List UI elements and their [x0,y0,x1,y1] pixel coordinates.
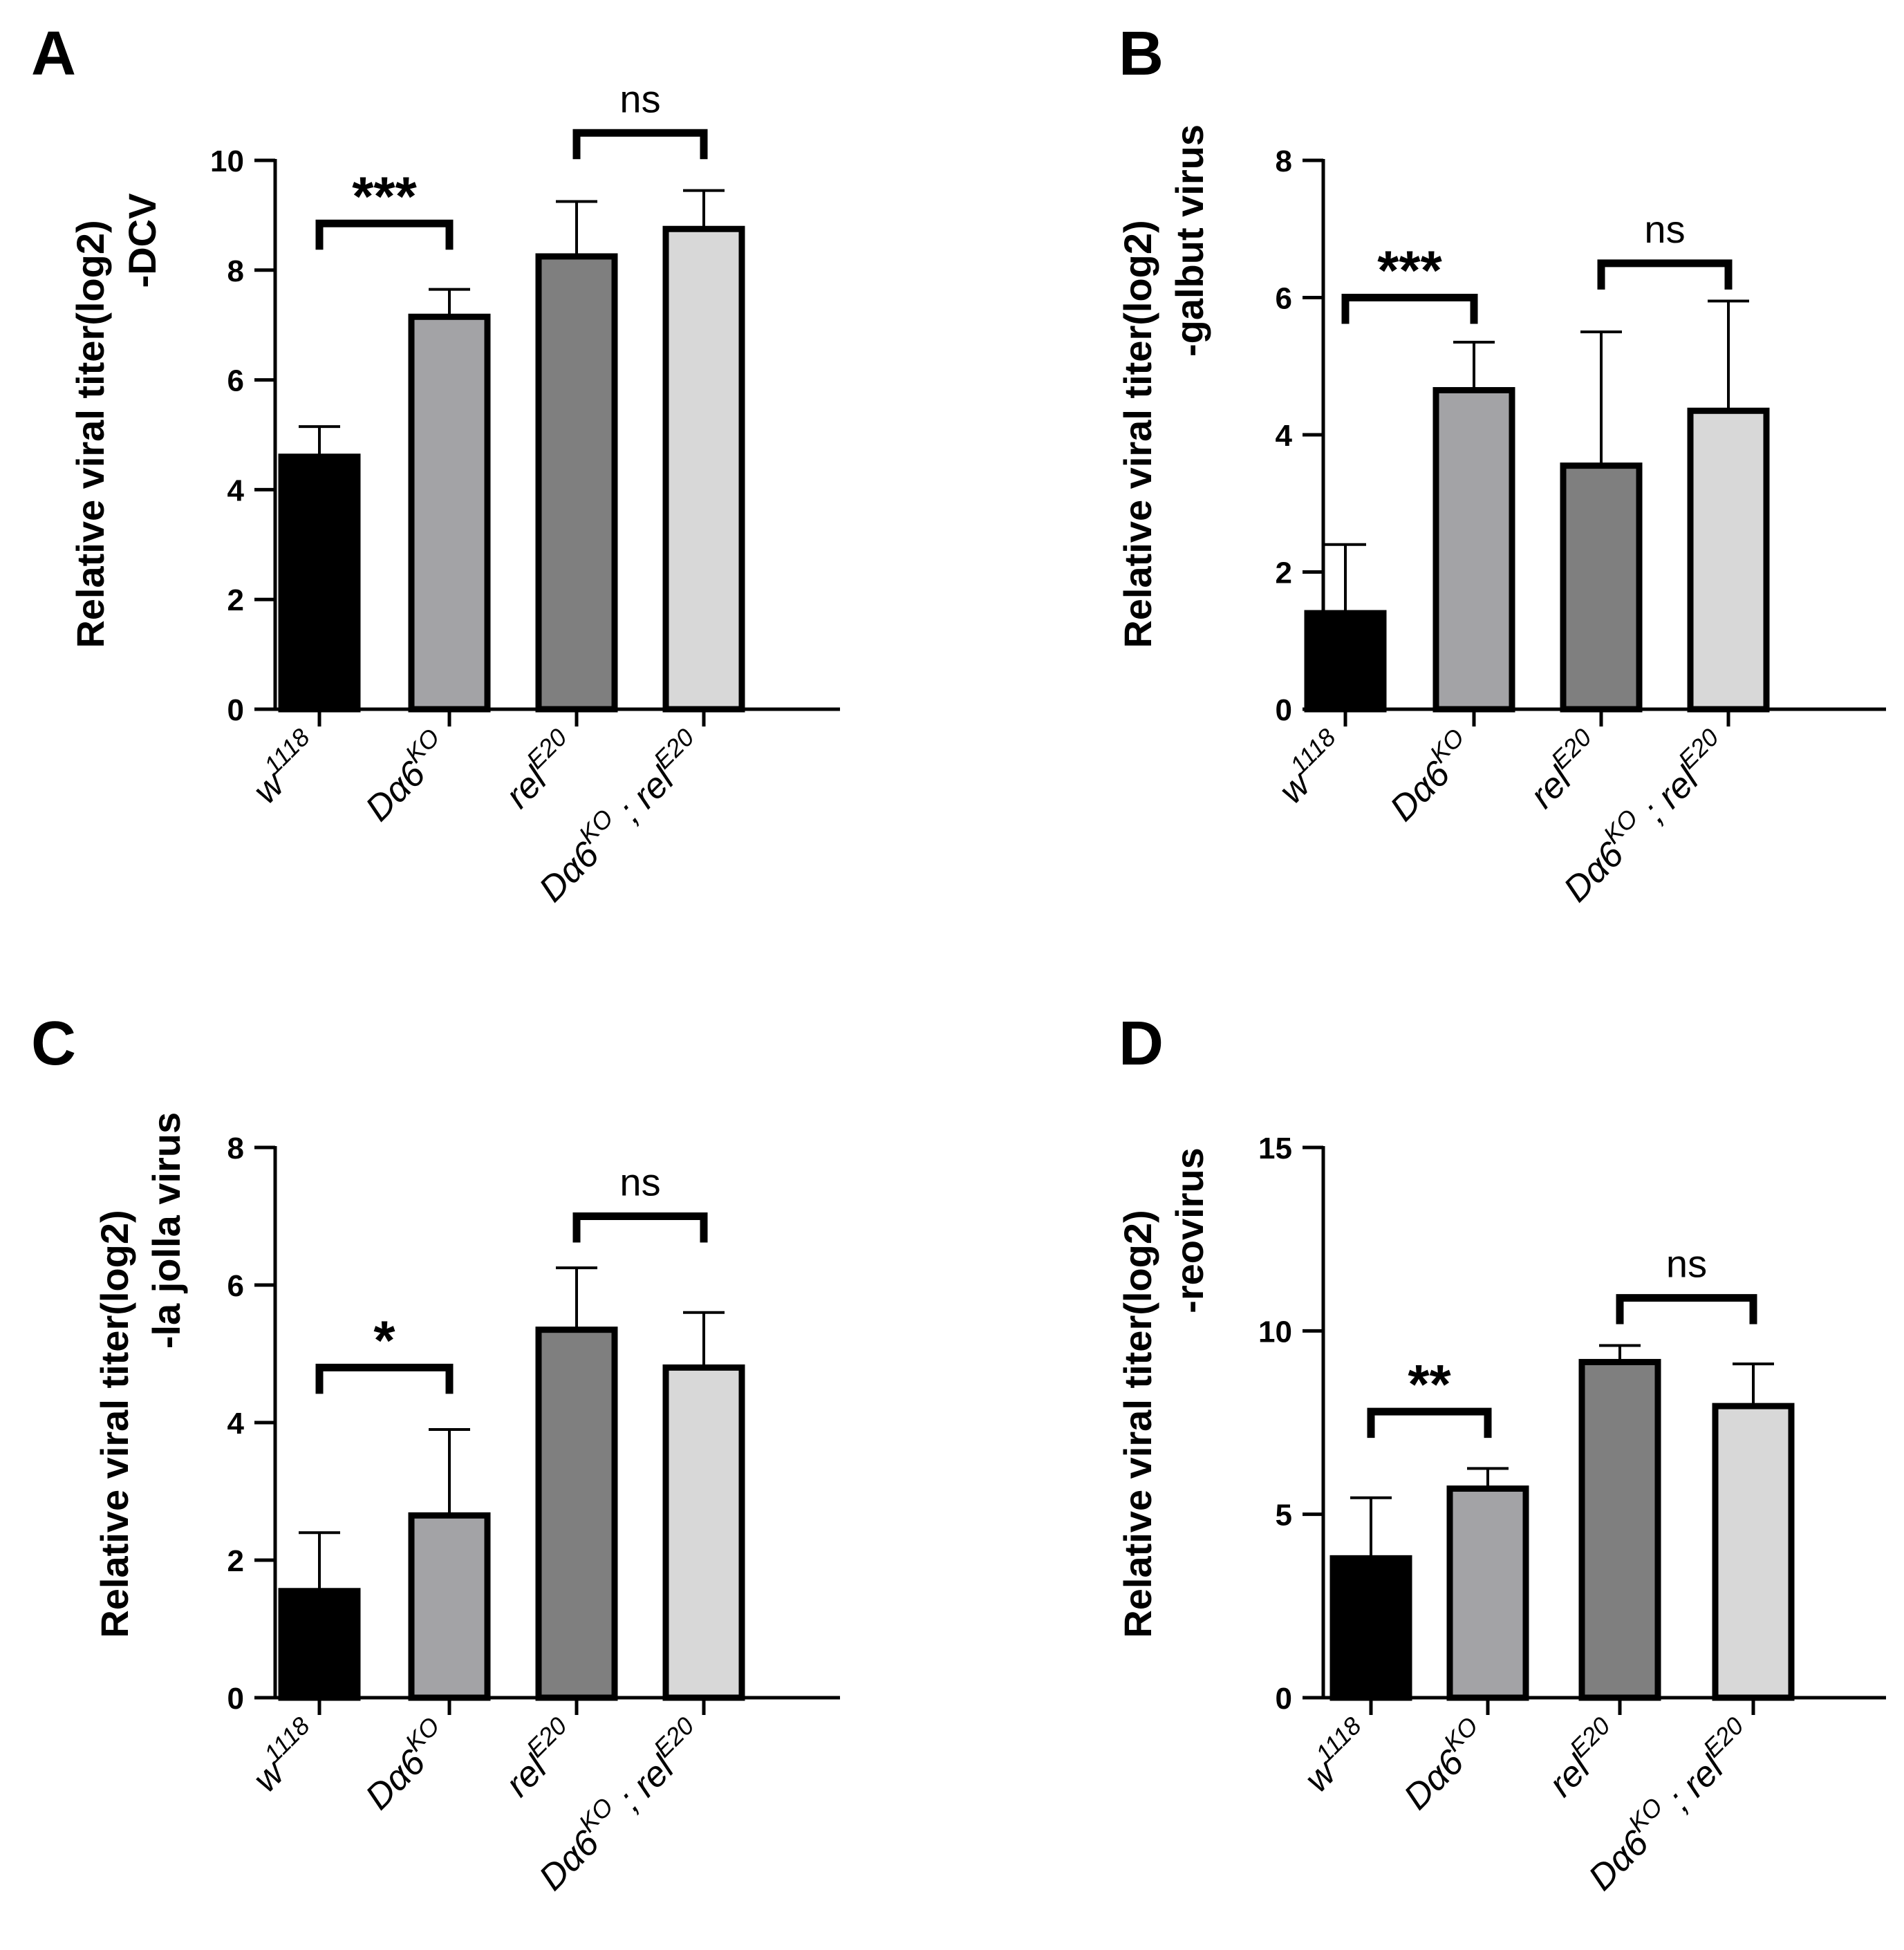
significance-bracket [572,1212,708,1243]
bar [278,1588,361,1701]
x-tick-label: Dα6KO [353,1712,459,1818]
x-tick-label: relE20 [493,723,586,816]
bar [1578,1358,1661,1701]
y-tick-label: 8 [227,1132,244,1165]
x-tick-label: w1118 [240,723,328,812]
bar [1446,1485,1529,1701]
y-tick-label: 4 [227,1407,245,1441]
bar [1432,386,1515,713]
bar [1304,610,1387,713]
panel-d: D Relative viral titer(log2) -reovirus 0 5 10… [1116,1009,1886,1898]
x-tick-label: w1118 [240,1712,328,1800]
bar [662,225,745,713]
x-tick-label: relE20 [1536,1712,1630,1805]
panel-b: B Relative viral titer(log2) -galbut virus… [1116,19,1886,910]
significance-bracket [1341,294,1478,324]
panel-letter: B [1119,19,1164,88]
y-tick-label: 6 [227,1269,244,1303]
y-axis-sublabel: -reovirus [1168,1147,1211,1313]
y-tick-label: 0 [227,1682,244,1716]
y-tick-label: 0 [1276,1682,1292,1716]
x-tick-label: w1118 [1291,1712,1380,1800]
y-tick-label: 2 [1276,556,1292,590]
significance-bracket [1367,1407,1492,1438]
significance-bracket [1597,259,1733,290]
panel-c: C Relative viral titer(log2) -la jolla vir… [31,1009,840,1898]
panel-a: A Relative viral titer(log2) -DCV 0 2 4 6 8 10 w1… [31,19,840,910]
x-tick-label: Dα6KO [1377,723,1484,829]
x-tick-label: Dα6KO [353,723,459,829]
significance-label: ** [1408,1353,1451,1415]
bar [1712,1403,1795,1701]
bar [535,1326,618,1701]
bar [1329,1555,1412,1701]
y-tick-label: 5 [1276,1499,1292,1532]
x-tick-label: relE20 [493,1712,586,1805]
x-tick-label: Dα6KO [1391,1712,1497,1818]
y-tick-label: 0 [227,693,244,727]
y-tick-label: 8 [1276,144,1292,178]
y-axis-label: Relative viral titer(log2) [93,1210,136,1638]
bar [662,1364,745,1701]
significance-label: ns [619,77,660,120]
panel-letter: C [31,1009,76,1078]
significance-label: ns [1644,207,1685,251]
bar [1560,462,1643,713]
y-tick-label: 10 [1258,1315,1292,1349]
y-tick-label: 4 [227,474,245,507]
y-tick-label: 8 [227,254,244,288]
y-tick-label: 2 [227,1544,244,1578]
bar [408,313,491,713]
y-axis-sublabel: -galbut virus [1168,124,1211,357]
y-tick-label: 0 [1276,693,1292,727]
significance-label: ns [1666,1242,1707,1286]
y-axis-sublabel: -la jolla virus [144,1112,188,1349]
y-axis-label: Relative viral titer(log2) [68,220,112,648]
bar [1687,407,1770,713]
y-axis-sublabel: -DCV [120,194,164,288]
y-tick-label: 15 [1258,1132,1292,1165]
bar [535,253,618,713]
significance-bracket [315,219,454,250]
significance-bracket [315,1363,454,1394]
y-axis-label: Relative viral titer(log2) [1116,1210,1159,1638]
bar [408,1512,491,1701]
y-axis-label: Relative viral titer(log2) [1116,220,1159,648]
panel-letter: A [31,19,76,88]
significance-label: * [373,1309,395,1371]
significance-label: ns [619,1161,660,1204]
significance-bracket [1616,1294,1757,1324]
panel-letter: D [1119,1009,1164,1078]
x-tick-label: relE20 [1518,723,1611,816]
y-tick-label: 2 [227,583,244,617]
x-tick-label: w1118 [1266,723,1354,812]
significance-label: *** [352,165,417,227]
y-tick-label: 4 [1276,419,1293,453]
significance-label: *** [1377,240,1442,301]
significance-bracket [572,129,708,160]
y-tick-label: 10 [210,144,244,178]
bar [278,453,361,713]
y-tick-label: 6 [227,364,244,398]
y-tick-label: 6 [1276,282,1292,316]
